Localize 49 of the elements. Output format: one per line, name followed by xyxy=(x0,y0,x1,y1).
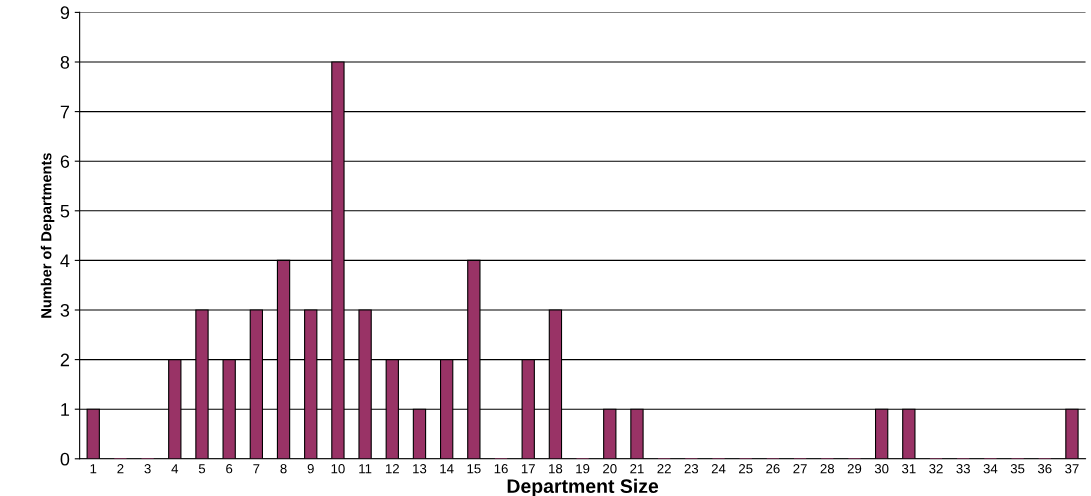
y-tick-label: 2 xyxy=(60,353,70,367)
x-tick-label: 33 xyxy=(956,464,970,474)
y-tick-label: 3 xyxy=(60,303,70,317)
x-tick-label: 32 xyxy=(929,464,943,474)
x-tick-label: 19 xyxy=(576,464,590,474)
x-tick-label: 2 xyxy=(117,464,124,474)
x-tick-label: 7 xyxy=(253,464,260,474)
y-tick-label: 4 xyxy=(60,254,70,267)
x-tick-label: 16 xyxy=(494,464,508,474)
x-tick-label: 34 xyxy=(983,464,998,474)
y-tick-label: 1 xyxy=(61,403,70,416)
y-tick-label: 5 xyxy=(60,204,70,218)
x-tick-label: 8 xyxy=(280,464,287,474)
x-tick-label: 23 xyxy=(684,464,699,474)
x-tick-label: 30 xyxy=(874,464,889,474)
x-tick-label: 6 xyxy=(226,464,233,474)
x-tick-label: 15 xyxy=(467,464,481,474)
x-tick-label: 11 xyxy=(359,464,372,474)
y-tick-label: 6 xyxy=(60,155,70,168)
x-tick-label: 22 xyxy=(657,464,671,474)
x-axis-title: Department Size xyxy=(507,478,659,496)
x-tick-label: 28 xyxy=(820,464,835,474)
x-tick-label: 31 xyxy=(902,464,916,474)
x-tick-label: 5 xyxy=(198,464,206,474)
x-tick-label: 37 xyxy=(1065,464,1079,474)
x-tick-label: 21 xyxy=(630,464,644,474)
x-tick-label: 36 xyxy=(1037,464,1052,474)
x-tick-label: 4 xyxy=(171,464,179,474)
x-tick-label: 12 xyxy=(385,464,399,474)
y-tick-label: 8 xyxy=(60,55,70,69)
x-tick-label: 10 xyxy=(331,464,345,474)
y-axis-title: Number of Departments xyxy=(40,153,55,318)
y-tick-label: 9 xyxy=(60,6,70,20)
x-tick-label: 3 xyxy=(144,464,151,474)
x-tick-label: 29 xyxy=(847,464,862,474)
y-tick-label: 7 xyxy=(60,105,70,119)
y-tick-label: 0 xyxy=(60,452,70,466)
x-tick-label: 1 xyxy=(90,464,97,474)
x-tick-label: 26 xyxy=(766,464,780,474)
x-tick-label: 27 xyxy=(793,464,807,474)
x-tick-label: 18 xyxy=(549,464,563,474)
x-tick-label: 24 xyxy=(711,464,726,474)
x-tick-label: 17 xyxy=(521,464,535,474)
x-tick-label: 13 xyxy=(413,464,427,474)
x-tick-label: 14 xyxy=(440,464,454,474)
x-tick-label: 35 xyxy=(1010,464,1025,474)
x-tick-label: 20 xyxy=(603,464,617,474)
x-tick-label: 25 xyxy=(739,464,753,474)
x-tick-label: 9 xyxy=(307,464,314,474)
